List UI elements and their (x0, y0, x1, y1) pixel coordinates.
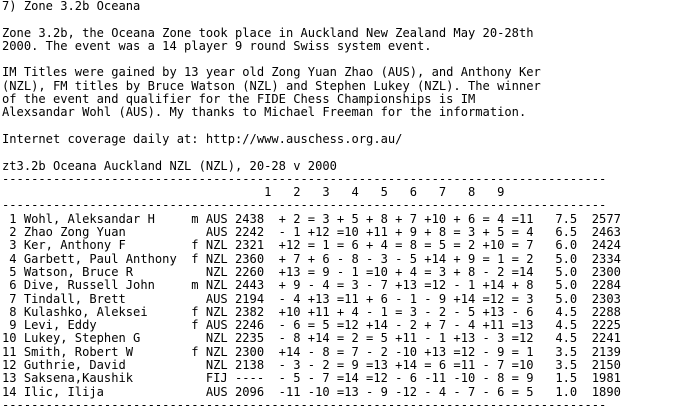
crosstable-row: 2 Zhao Zong Yuan AUS 2242 - 1 +12 =10 +1… (2, 225, 621, 240)
intro-line: 2000. The event was a 14 player 9 round … (2, 38, 432, 53)
crosstable-row: 8 Kulashko, Aleksei f NZL 2382 +10 +11 +… (2, 304, 621, 319)
spacer (2, 120, 674, 133)
titles-line: IM Titles were gained by 13 year old Zon… (2, 65, 541, 80)
crosstable-row: 13 Saksena,Kaushik FIJ ---- - 5 - 7 =14 … (2, 371, 621, 386)
crosstable-row: 1 Wohl, Aleksandar H m AUS 2438 + 2 = 3 … (2, 211, 621, 226)
crosstable-row: 5 Watson, Bruce R NZL 2260 +13 = 9 - 1 =… (2, 264, 621, 279)
crosstable-rule-top: ----------------------------------------… (2, 171, 607, 186)
crosstable-row: 3 Ker, Anthony F f NZL 2321 +12 = 1 = 6 … (2, 238, 621, 253)
titles-line: Alexsandar Wohl (AUS). My thanks to Mich… (2, 105, 527, 120)
titles-paragraph: IM Titles were gained by 13 year old Zon… (2, 66, 674, 119)
crosstable-row: 6 Dive, Russell John m NZL 2443 + 9 - 4 … (2, 278, 621, 293)
crosstable-row: 7 Tindall, Brett AUS 2194 - 4 +13 =11 + … (2, 291, 621, 306)
coverage-line: Internet coverage daily at: http://www.a… (2, 131, 403, 146)
crosstable-row: 4 Garbett, Paul Anthony f NZL 2360 + 7 +… (2, 251, 621, 266)
spacer (2, 13, 674, 26)
crosstable-title: zt3.2b Oceana Auckland NZL (NZL), 20-28 … (2, 158, 337, 173)
spacer (2, 146, 674, 159)
crosstable-row: 11 Smith, Robert W f NZL 2300 +14 - 8 = … (2, 344, 621, 359)
intro-paragraph: Zone 3.2b, the Oceana Zone took place in… (2, 25, 674, 54)
crosstable: zt3.2b Oceana Auckland NZL (NZL), 20-28 … (2, 158, 674, 412)
crosstable-round-header: 1 2 3 4 5 6 7 8 9 (2, 185, 505, 200)
titles-line: (NZL), FM titles by Bruce Watson (NZL) a… (2, 78, 541, 93)
spacer (2, 53, 674, 66)
crosstable-row: 10 Lukey, Stephen G NZL 2235 - 8 +14 = 2… (2, 331, 621, 346)
section-heading: 7) Zone 3.2b Oceana (2, 0, 141, 13)
titles-line: of the event and qualifier for the FIDE … (2, 92, 476, 107)
crosstable-row: 9 Levi, Eddy f AUS 2246 - 6 = 5 =12 +14 … (2, 318, 621, 333)
crosstable-rule-mid: ----------------------------------------… (2, 198, 607, 213)
crosstable-rule-bottom: ----------------------------------------… (2, 397, 607, 412)
crosstable-row: 12 Guthrie, David NZL 2138 - 3 - 2 = 9 =… (2, 358, 621, 373)
intro-line: Zone 3.2b, the Oceana Zone took place in… (2, 25, 534, 40)
crosstable-row: 14 Ilic, Ilija AUS 2096 -11 -10 =13 - 9 … (2, 384, 621, 399)
